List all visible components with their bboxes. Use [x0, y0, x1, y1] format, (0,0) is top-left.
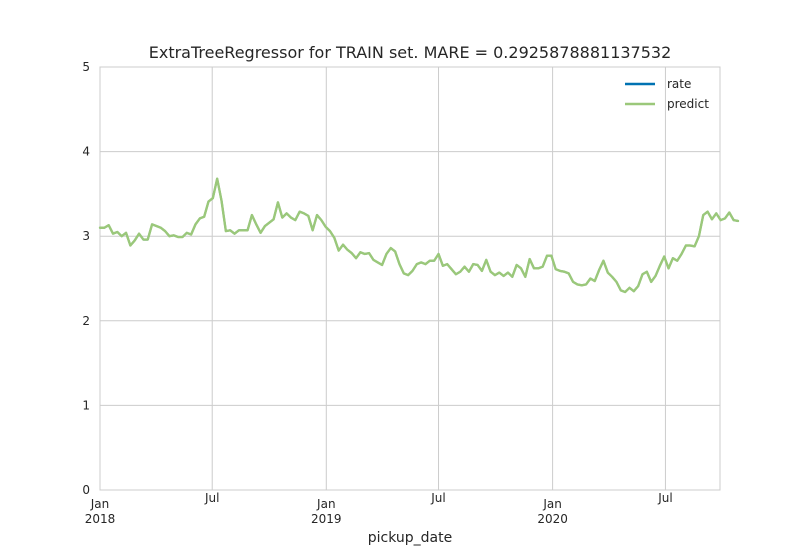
y-tick-label: 5 — [82, 60, 90, 74]
legend: rate predict — [625, 77, 709, 111]
y-axis-ticks: 0 1 2 3 4 5 — [82, 60, 90, 497]
y-tick-label: 2 — [82, 314, 90, 328]
x-axis-label: pickup_date — [368, 530, 452, 546]
series-line-predict — [98, 177, 740, 294]
legend-label-predict: predict — [667, 97, 709, 111]
x-tick-label: Jan — [90, 497, 110, 511]
x-tick-sublabel: 2020 — [537, 512, 568, 526]
x-tick-label: Jul — [204, 491, 219, 505]
x-tick-sublabel: 2019 — [311, 512, 342, 526]
x-tick-label: Jul — [430, 491, 445, 505]
y-tick-label: 0 — [82, 483, 90, 497]
x-tick-label: Jan — [542, 497, 562, 511]
x-tick-label: Jul — [657, 491, 672, 505]
series-layer — [98, 177, 740, 294]
plot-area-frame — [99, 66, 721, 491]
y-tick-label: 3 — [82, 229, 90, 243]
y-tick-label: 4 — [82, 145, 90, 159]
x-tick-sublabel: 2018 — [85, 512, 116, 526]
legend-label-rate: rate — [667, 77, 691, 91]
chart-title: ExtraTreeRegressor for TRAIN set. MARE =… — [149, 43, 672, 62]
x-tick-label: Jan — [316, 497, 336, 511]
y-tick-label: 1 — [82, 398, 90, 412]
gridlines — [99, 66, 720, 491]
